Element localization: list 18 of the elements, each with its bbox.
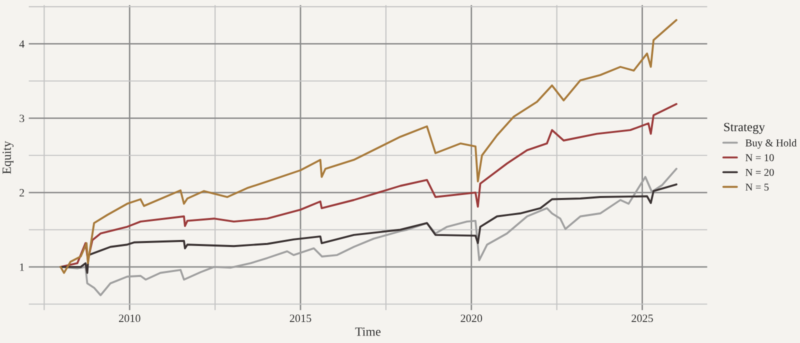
x-tick-label: 2010 bbox=[118, 314, 140, 322]
legend-label: Buy & Hold bbox=[746, 139, 797, 149]
y-tick-label: 3 bbox=[20, 114, 24, 122]
y-axis-title: Equity bbox=[2, 140, 14, 174]
line-series bbox=[60, 19, 678, 274]
legend-label: N = 5 bbox=[746, 184, 769, 191]
x-axis-title: Time bbox=[355, 327, 381, 336]
y-tick-label: 4 bbox=[19, 40, 24, 48]
x-tick-label: 2025 bbox=[632, 314, 653, 322]
y-tick-label: 2 bbox=[20, 189, 24, 196]
x-tick-label: 2015 bbox=[290, 314, 312, 322]
x-tick-label: 2020 bbox=[460, 314, 482, 322]
y-tick-label: 1 bbox=[20, 263, 24, 271]
legend-label: N = 10 bbox=[746, 154, 774, 162]
line-series bbox=[60, 183, 678, 274]
legend-title: Strategy bbox=[724, 122, 765, 134]
line-series bbox=[60, 103, 678, 268]
legend-label: N = 20 bbox=[746, 168, 774, 176]
